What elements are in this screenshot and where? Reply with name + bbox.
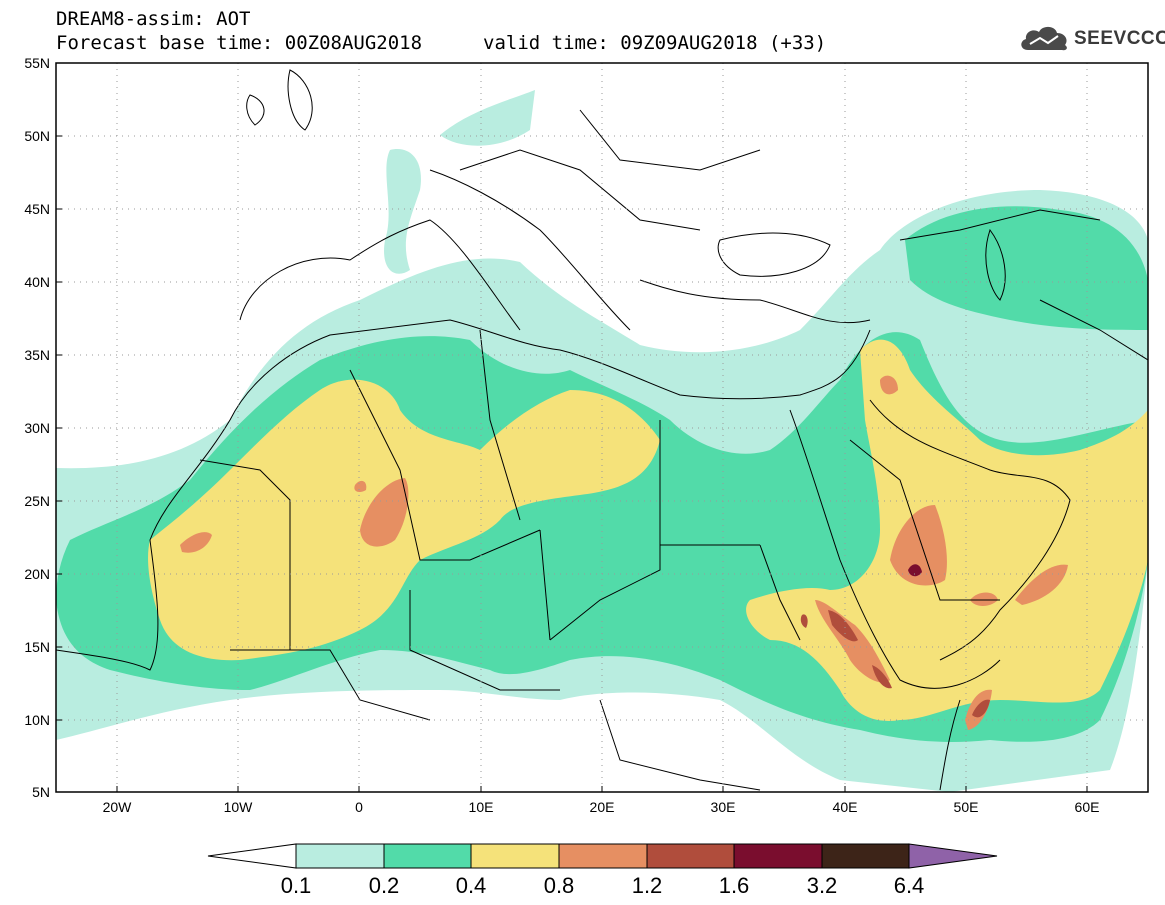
colorbar-segment [558, 843, 648, 869]
colorbar-label: 0.1 [281, 873, 312, 898]
colorbar-segment [821, 843, 910, 869]
colorbar-segment [383, 843, 472, 869]
colorbar-segment [908, 843, 998, 869]
colorbar-segment [470, 843, 560, 869]
lon-label: 30E [711, 799, 736, 815]
colorbar-segment [733, 843, 823, 869]
colorbar-labels: 0.1 0.2 0.4 0.8 1.2 1.6 3.2 6.4 [281, 873, 925, 898]
colorbar-label: 0.2 [369, 873, 400, 898]
lon-label: 20E [590, 799, 615, 815]
colorbar-segment [295, 843, 385, 869]
aot-level-1.6 [908, 564, 922, 577]
lat-label: 35N [24, 347, 50, 363]
lat-label: 45N [24, 201, 50, 217]
colorbar-segment [207, 843, 297, 869]
lat-label: 15N [24, 639, 50, 655]
lat-labels: 55N 50N 45N 40N 35N 30N 25N 20N 15N 10N … [24, 55, 50, 800]
lat-label: 10N [24, 712, 50, 728]
lon-label: 0 [355, 799, 363, 815]
lat-label: 55N [24, 55, 50, 71]
seevccc-logo: SEEVCCC [1018, 24, 1165, 58]
colorbar-segment [646, 843, 735, 869]
chart-title: DREAM8-assim: AOT [56, 8, 251, 30]
lon-label: 10E [469, 799, 494, 815]
colorbar-label: 3.2 [807, 873, 838, 898]
colorbar-label: 0.8 [544, 873, 575, 898]
logo-text: SEEVCCC [1074, 28, 1165, 49]
lon-label: 40E [833, 799, 858, 815]
colorbar-label: 6.4 [894, 873, 925, 898]
colorbar-label: 0.4 [456, 873, 487, 898]
aot-level-0.8 [360, 478, 409, 547]
lat-label: 30N [24, 420, 50, 436]
lat-ticks [56, 62, 1088, 792]
lat-label: 50N [24, 128, 50, 144]
colorbar-label: 1.2 [632, 873, 663, 898]
lat-label: 40N [24, 274, 50, 290]
lon-label: 60E [1075, 799, 1100, 815]
lon-labels: 20W 10W 0 10E 20E 30E 40E 50E 60E [103, 799, 1100, 815]
colorbar [207, 843, 998, 869]
lat-label: 5N [32, 784, 50, 800]
coastlines [56, 69, 1148, 791]
lon-label: 10W [224, 799, 254, 815]
lon-label: 50E [954, 799, 979, 815]
lon-label: 20W [103, 799, 133, 815]
lat-label: 20N [24, 566, 50, 582]
aot-level-1.2 [828, 610, 858, 642]
cloud-icon [1021, 26, 1067, 51]
forecast-base-time: Forecast base time: 00Z08AUG2018 [56, 32, 423, 54]
valid-time: valid time: 09Z09AUG2018 (+33) [483, 32, 827, 54]
map-gridlines [56, 63, 1148, 792]
colorbar-label: 1.6 [719, 873, 750, 898]
lat-label: 25N [24, 493, 50, 509]
